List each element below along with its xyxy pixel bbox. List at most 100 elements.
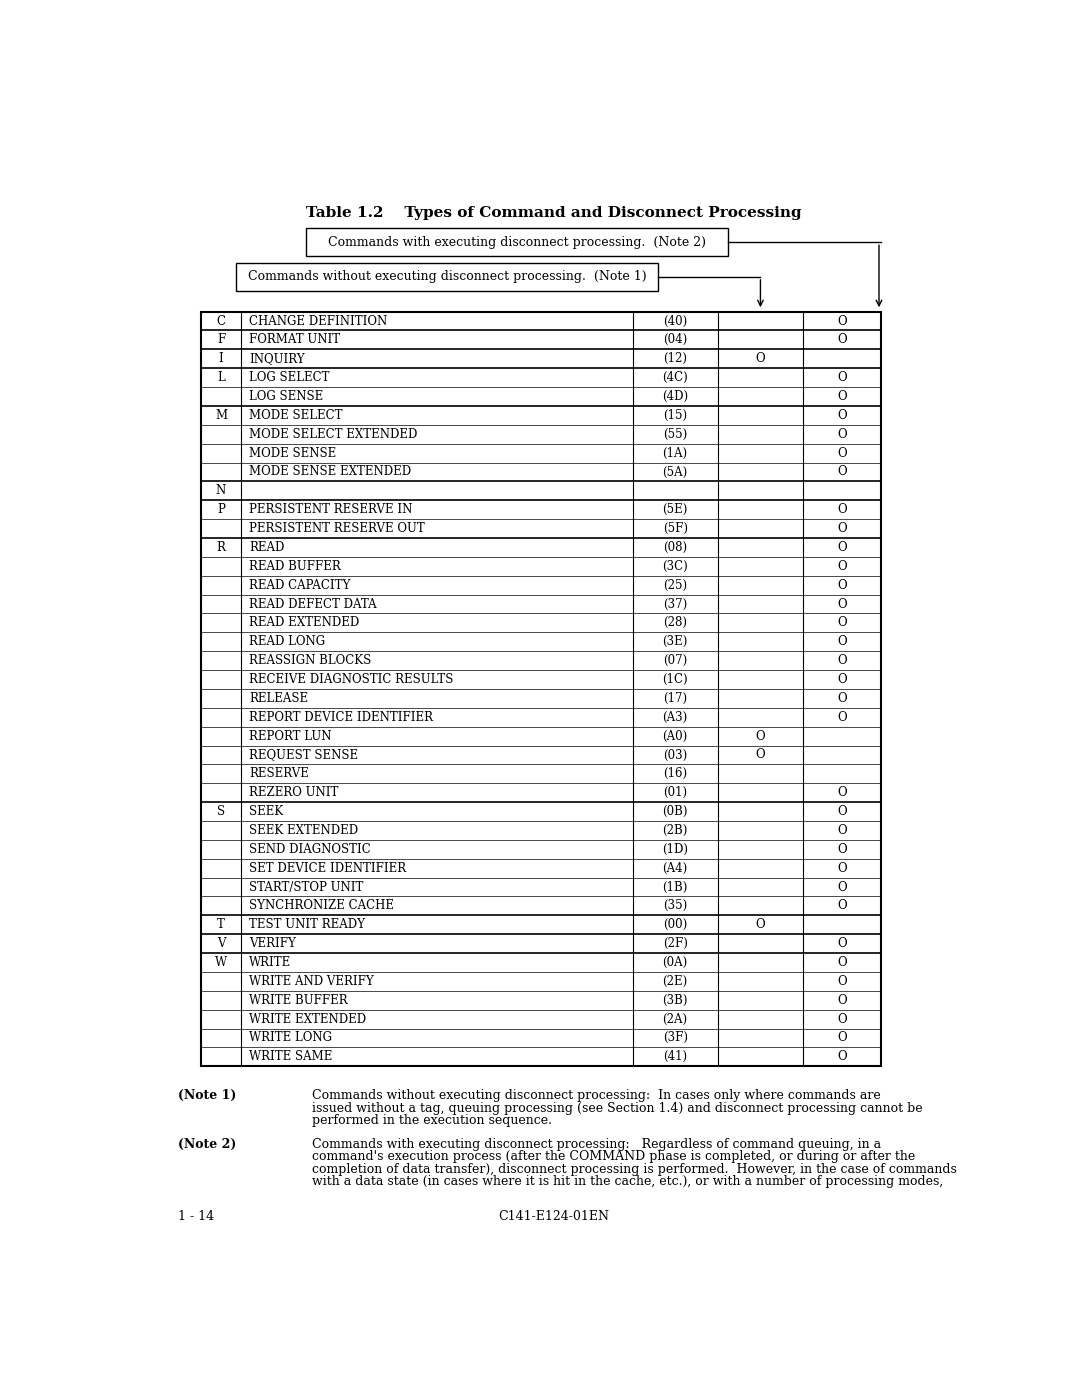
Text: Table 1.2    Types of Command and Disconnect Processing: Table 1.2 Types of Command and Disconnec…: [306, 207, 801, 221]
Text: (5A): (5A): [662, 465, 688, 479]
Text: (04): (04): [663, 334, 687, 346]
Text: START/STOP UNIT: START/STOP UNIT: [248, 880, 363, 894]
Text: T: T: [217, 918, 225, 932]
Text: L: L: [217, 372, 225, 384]
Text: 1 - 14: 1 - 14: [177, 1210, 214, 1222]
Text: O: O: [837, 503, 847, 517]
Text: READ BUFFER: READ BUFFER: [248, 560, 340, 573]
Text: REPORT DEVICE IDENTIFIER: REPORT DEVICE IDENTIFIER: [248, 711, 433, 724]
Text: READ LONG: READ LONG: [248, 636, 325, 648]
Text: O: O: [837, 711, 847, 724]
Text: RECEIVE DIAGNOSTIC RESULTS: RECEIVE DIAGNOSTIC RESULTS: [248, 673, 454, 686]
Text: INQUIRY: INQUIRY: [248, 352, 305, 365]
Text: READ: READ: [248, 541, 284, 555]
Text: READ EXTENDED: READ EXTENDED: [248, 616, 360, 630]
Text: (0A): (0A): [662, 956, 688, 970]
Text: (12): (12): [663, 352, 687, 365]
Text: completion of data transfer), disconnect processing is performed.  However, in t: completion of data transfer), disconnect…: [312, 1162, 957, 1176]
Text: C: C: [216, 314, 226, 327]
Text: SET DEVICE IDENTIFIER: SET DEVICE IDENTIFIER: [248, 862, 406, 875]
Text: O: O: [837, 1051, 847, 1063]
Text: O: O: [837, 956, 847, 970]
Text: W: W: [215, 956, 227, 970]
Text: (A3): (A3): [662, 711, 688, 724]
Text: O: O: [837, 900, 847, 912]
Text: (00): (00): [663, 918, 687, 932]
Text: (35): (35): [663, 900, 687, 912]
Text: WRITE: WRITE: [248, 956, 292, 970]
Text: C141-E124-01EN: C141-E124-01EN: [498, 1210, 609, 1222]
Text: SEEK: SEEK: [248, 805, 283, 819]
Text: O: O: [837, 636, 847, 648]
Text: O: O: [837, 541, 847, 555]
Text: (25): (25): [663, 578, 687, 592]
Text: (41): (41): [663, 1051, 687, 1063]
Text: O: O: [837, 409, 847, 422]
Text: (Note 2): (Note 2): [177, 1137, 237, 1151]
Text: O: O: [837, 616, 847, 630]
Text: O: O: [837, 390, 847, 402]
Text: VERIFY: VERIFY: [248, 937, 296, 950]
Text: TEST UNIT READY: TEST UNIT READY: [248, 918, 365, 932]
Text: (08): (08): [663, 541, 687, 555]
Text: MODE SENSE: MODE SENSE: [248, 447, 336, 460]
Text: O: O: [837, 1031, 847, 1045]
Text: MODE SELECT: MODE SELECT: [248, 409, 342, 422]
Text: (0B): (0B): [662, 805, 688, 819]
Text: O: O: [756, 918, 766, 932]
Text: R: R: [217, 541, 226, 555]
Text: (17): (17): [663, 692, 687, 705]
Text: O: O: [837, 862, 847, 875]
Text: LOG SENSE: LOG SENSE: [248, 390, 323, 402]
Text: (55): (55): [663, 427, 687, 440]
Text: M: M: [215, 409, 227, 422]
Text: O: O: [837, 598, 847, 610]
Text: MODE SELECT EXTENDED: MODE SELECT EXTENDED: [248, 427, 417, 440]
Text: REZERO UNIT: REZERO UNIT: [248, 787, 338, 799]
Text: (28): (28): [663, 616, 687, 630]
Text: REPORT LUN: REPORT LUN: [248, 729, 332, 743]
Text: PERSISTENT RESERVE OUT: PERSISTENT RESERVE OUT: [248, 522, 424, 535]
Text: (2A): (2A): [663, 1013, 688, 1025]
Text: WRITE AND VERIFY: WRITE AND VERIFY: [248, 975, 374, 988]
Text: O: O: [837, 842, 847, 856]
FancyBboxPatch shape: [235, 263, 658, 291]
Text: FORMAT UNIT: FORMAT UNIT: [248, 334, 340, 346]
Text: (1B): (1B): [662, 880, 688, 894]
Text: with a data state (in cases where it is hit in the cache, etc.), or with a numbe: with a data state (in cases where it is …: [312, 1175, 943, 1189]
Text: SEND DIAGNOSTIC: SEND DIAGNOSTIC: [248, 842, 370, 856]
Text: O: O: [837, 314, 847, 327]
Bar: [201, 312, 880, 1066]
Text: (Note 1): (Note 1): [177, 1090, 237, 1102]
Text: O: O: [837, 673, 847, 686]
Text: (2F): (2F): [663, 937, 688, 950]
Text: O: O: [837, 975, 847, 988]
Text: Commands without executing disconnect processing.  (Note 1): Commands without executing disconnect pr…: [247, 271, 646, 284]
Text: O: O: [837, 578, 847, 592]
Text: (1A): (1A): [663, 447, 688, 460]
Text: O: O: [837, 937, 847, 950]
Text: (1C): (1C): [662, 673, 688, 686]
Text: (01): (01): [663, 787, 687, 799]
Text: WRITE BUFFER: WRITE BUFFER: [248, 993, 348, 1007]
Text: O: O: [837, 1013, 847, 1025]
Text: REASSIGN BLOCKS: REASSIGN BLOCKS: [248, 654, 372, 668]
Text: O: O: [837, 522, 847, 535]
Text: F: F: [217, 334, 225, 346]
Text: READ CAPACITY: READ CAPACITY: [248, 578, 350, 592]
Text: (4C): (4C): [662, 372, 688, 384]
Text: Commands without executing disconnect processing:  In cases only where commands : Commands without executing disconnect pr…: [312, 1090, 880, 1102]
Text: performed in the execution sequence.: performed in the execution sequence.: [312, 1115, 552, 1127]
Text: (3F): (3F): [663, 1031, 688, 1045]
Text: command's execution process (after the COMMAND phase is completed, or during or : command's execution process (after the C…: [312, 1150, 915, 1164]
Text: (3C): (3C): [662, 560, 688, 573]
Text: N: N: [216, 485, 226, 497]
Text: (5F): (5F): [663, 522, 688, 535]
Text: (2B): (2B): [662, 824, 688, 837]
Text: WRITE SAME: WRITE SAME: [248, 1051, 333, 1063]
FancyBboxPatch shape: [306, 229, 728, 256]
Text: (A4): (A4): [662, 862, 688, 875]
Text: O: O: [837, 334, 847, 346]
Text: O: O: [837, 465, 847, 479]
Text: READ DEFECT DATA: READ DEFECT DATA: [248, 598, 377, 610]
